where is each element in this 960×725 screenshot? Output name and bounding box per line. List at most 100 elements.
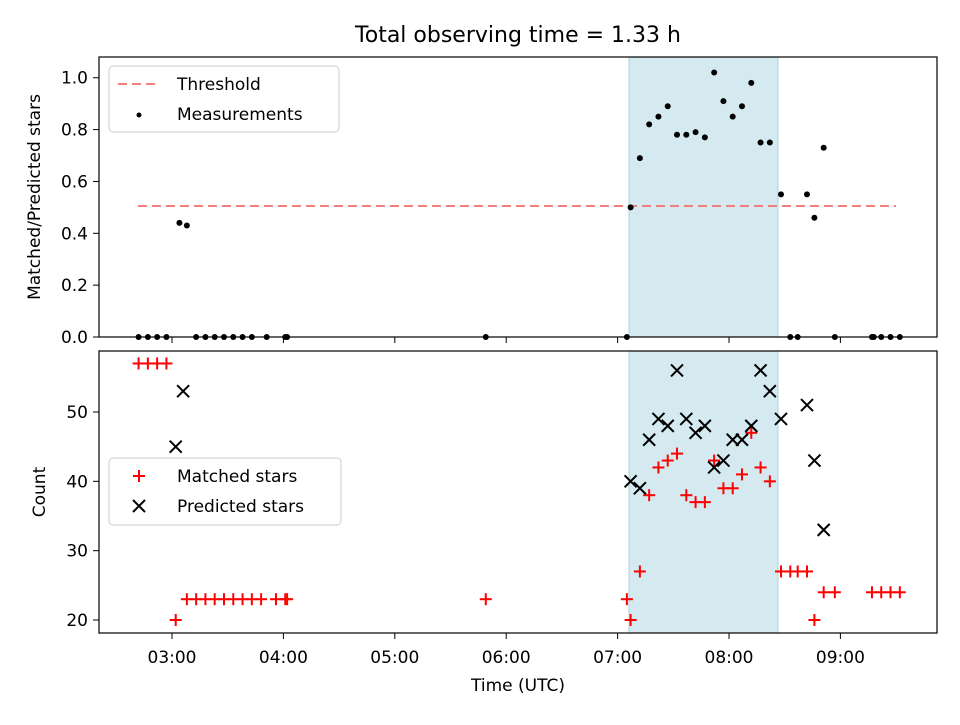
predicted-star-point <box>807 453 822 468</box>
bottom-shaded-span <box>628 350 779 634</box>
top-y-tick-label: 0.8 <box>61 121 88 141</box>
predicted-star-point <box>688 426 703 440</box>
predicted-star-point <box>774 412 788 426</box>
matched-star-point <box>680 489 693 502</box>
legend-matched-label: Matched stars <box>177 467 297 487</box>
matched-star-point <box>726 482 739 495</box>
legend-threshold-label: Threshold <box>176 75 261 95</box>
predicted-star-point <box>753 363 768 378</box>
measurement-point <box>748 79 755 86</box>
matched-star-point <box>698 496 711 509</box>
predicted-star-point <box>800 398 814 412</box>
bottom-y-tick-label: 20 <box>66 611 88 631</box>
top-legend: Threshold Measurements <box>108 65 340 133</box>
measurement-point <box>692 129 699 136</box>
measurement-point <box>711 69 718 76</box>
bottom-points <box>132 357 906 626</box>
matched-star-point <box>754 461 767 474</box>
bottom-legend-box <box>108 457 342 526</box>
predicted-star-point <box>633 481 647 495</box>
matched-star-point <box>479 593 492 606</box>
predicted-star-point <box>679 412 694 426</box>
legend-predicted-label: Predicted stars <box>177 497 304 517</box>
predicted-star-point <box>661 419 675 433</box>
measurement-point <box>820 144 827 151</box>
matched-star-point <box>661 454 674 467</box>
measurement-point <box>803 191 810 198</box>
measurement-point <box>738 103 745 110</box>
measurement-point <box>655 113 662 120</box>
bottom-x-tick-label: 04:00 <box>259 648 308 668</box>
chart-title: Total observing time = 1.33 h <box>354 23 681 48</box>
matched-star-point <box>893 586 906 599</box>
bottom-legend: Matched stars Predicted stars <box>108 457 342 526</box>
bottom-x-tick-label: 08:00 <box>705 648 754 668</box>
bottom-x-ticks: 03:00 04:00 05:00 06:00 07:00 08:00 09:00 <box>148 633 865 668</box>
matched-star-point <box>671 447 684 460</box>
matched-star-point <box>828 586 841 599</box>
bottom-y-tick-label: 30 <box>66 542 88 562</box>
top-y-tick-label: 0.4 <box>61 224 88 244</box>
predicted-star-point <box>744 419 758 433</box>
top-y-ticks: 0.0 0.2 0.4 0.6 0.8 1.0 <box>61 69 99 348</box>
legend-matched-swatch <box>133 470 145 482</box>
predicted-star-point <box>642 433 656 447</box>
bottom-x-tick-label: 09:00 <box>816 648 865 668</box>
measurement-point <box>683 131 690 138</box>
bottom-axes-frame <box>98 350 938 634</box>
predicted-star-point <box>698 419 712 433</box>
top-y-tick-label: 0.6 <box>61 172 88 192</box>
predicted-star-point <box>169 439 183 454</box>
matched-star-point <box>735 468 748 481</box>
legend-measurements-swatch <box>136 112 142 118</box>
top-x-ticks <box>171 337 841 343</box>
matched-star-point <box>708 454 721 467</box>
legend-predicted-swatch <box>132 499 146 513</box>
matched-star-point <box>620 593 633 606</box>
predicted-star-point <box>816 523 831 537</box>
top-axes-frame <box>98 56 938 338</box>
measurement-point <box>627 204 634 211</box>
predicted-star-point <box>707 460 721 475</box>
measurement-point <box>757 139 764 146</box>
top-shaded-span <box>628 56 779 338</box>
matched-star-point <box>745 426 758 439</box>
top-panel: 0.0 0.2 0.4 0.6 0.8 1.0 Matched/Predicted sta… <box>25 56 938 348</box>
top-y-tick-label: 0.0 <box>61 328 88 348</box>
measurement-point <box>183 222 190 229</box>
top-y-tick-label: 1.0 <box>61 69 88 89</box>
predicted-star-point <box>623 474 638 489</box>
predicted-star-point <box>670 363 684 378</box>
bottom-x-tick-label: 07:00 <box>593 648 642 668</box>
measurement-point <box>636 155 643 162</box>
bottom-y-axis-label: Count <box>30 466 50 517</box>
matched-star-point <box>255 593 268 606</box>
measurement-point <box>729 113 736 120</box>
bottom-y-tick-label: 50 <box>66 403 88 423</box>
matched-star-point <box>281 593 294 606</box>
matched-star-point <box>624 614 637 626</box>
bottom-x-axis-label: Time (UTC) <box>470 676 565 696</box>
measurement-point <box>777 191 784 198</box>
predicted-star-point <box>763 384 777 398</box>
matched-star-point <box>169 614 182 626</box>
predicted-star-point <box>735 433 749 447</box>
measurement-point <box>674 131 681 138</box>
measurement-point <box>701 134 708 141</box>
matched-star-point <box>633 565 646 578</box>
top-legend-box <box>108 65 340 133</box>
top-y-tick-label: 0.2 <box>61 276 88 296</box>
matched-star-point <box>643 489 656 502</box>
matched-star-point <box>800 565 813 578</box>
bottom-y-ticks: 20 30 40 50 <box>66 403 99 631</box>
matched-star-point <box>160 357 173 370</box>
bottom-y-tick-label: 40 <box>66 472 88 492</box>
matched-star-point <box>652 461 665 474</box>
matched-star-point <box>808 614 821 626</box>
legend-measurements-label: Measurements <box>177 105 303 125</box>
top-y-axis-label: Matched/Predicted stars <box>25 94 45 300</box>
predicted-star-point <box>176 384 190 398</box>
measurement-point <box>176 219 183 226</box>
